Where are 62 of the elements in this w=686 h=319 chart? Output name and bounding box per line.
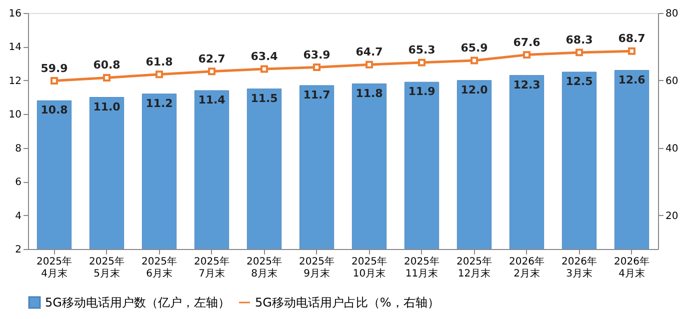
point [576, 48, 583, 56]
x-tick-label: 2026年 4月末 [614, 256, 650, 280]
y2-tick-label: 20 [666, 210, 678, 222]
y2-tick-label: 40 [666, 143, 678, 154]
data-label: 12.6 [618, 73, 646, 86]
x-tick-label: 2025年 4月末 [36, 256, 72, 280]
x-tick-label: 2025年 10月末 [352, 256, 387, 280]
data-label: 60.8 [93, 58, 120, 72]
data-label: 65.9 [460, 42, 488, 55]
y-tick-label: 6 [15, 177, 22, 188]
data-label: 59.9 [40, 62, 68, 75]
data-label: 63.4 [250, 50, 278, 63]
point [208, 68, 216, 76]
point [628, 47, 636, 55]
data-label: 11.4 [198, 94, 226, 107]
y2-tick-label: 80 [666, 8, 678, 20]
legend-label: 5G移动电话用户数（亿户，左轴） [45, 296, 230, 310]
data-label: 61.8 [146, 55, 173, 68]
data-label: 64.7 [356, 46, 383, 59]
data-label: 11.2 [146, 96, 173, 110]
point [313, 64, 320, 72]
point [470, 56, 478, 64]
data-label: 68.7 [618, 32, 646, 46]
x-tick-label: 2025年 9月末 [299, 256, 334, 280]
data-label: 11.9 [408, 85, 436, 98]
data-label: 68.3 [566, 33, 593, 46]
data-label: 12.0 [460, 83, 488, 96]
y2-tick-label: 60 [666, 76, 678, 87]
data-label: 62.7 [198, 52, 226, 66]
data-label: 63.9 [303, 48, 330, 62]
x-tick-label: 2025年 5月末 [89, 256, 124, 280]
x-tick-label: 2026年 2月末 [509, 256, 544, 280]
data-label: 11.8 [356, 86, 383, 100]
y-tick-label: 12 [8, 76, 22, 87]
x-tick-label: 2025年 6月末 [142, 256, 177, 280]
data-label: 12.5 [566, 75, 593, 88]
data-label: 11.7 [303, 88, 330, 102]
y-tick-label: 4 [15, 210, 22, 222]
data-label: 11.0 [93, 100, 121, 114]
data-label: 12.3 [513, 78, 540, 92]
data-label: 11.5 [250, 92, 278, 105]
point [523, 51, 530, 59]
x-tick-label: 2025年 11月末 [404, 256, 440, 280]
point [103, 74, 110, 82]
y-tick-label: 2 [15, 244, 22, 256]
data-label: 65.3 [408, 44, 436, 57]
data-label: 67.6 [513, 36, 541, 49]
x-tick-label: 2026年 3月末 [562, 256, 597, 280]
data-label: 10.8 [40, 104, 68, 117]
y-tick-label: 16 [8, 8, 22, 20]
point [260, 65, 268, 73]
y-tick-label: 10 [8, 110, 22, 121]
legend-label: 5G移动电话用户占比（%，右轴） [255, 296, 440, 310]
x-tick-label: 2025年 12月末 [456, 256, 492, 280]
y-tick-label: 8 [15, 143, 22, 154]
point [156, 70, 163, 78]
point [50, 77, 58, 85]
point [366, 60, 373, 68]
y-tick-label: 14 [8, 42, 22, 54]
x-tick-label: 2025年 7月末 [194, 256, 230, 280]
x-tick-label: 2025年 8月末 [246, 256, 282, 280]
point [418, 58, 426, 66]
